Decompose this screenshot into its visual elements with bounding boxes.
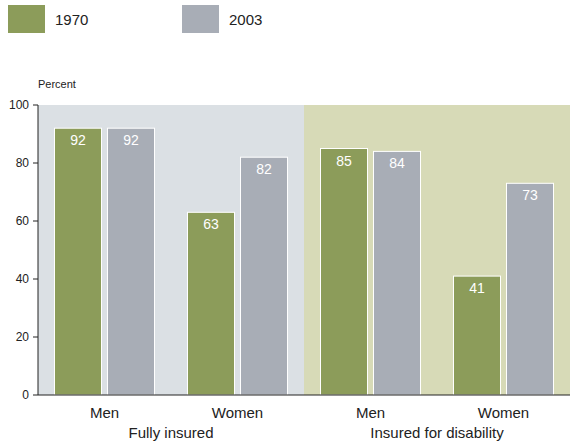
- legend-swatch: [8, 5, 45, 33]
- bar: [55, 128, 102, 395]
- chart: Fully insured Insured for disability 92 63 8…: [0, 0, 575, 445]
- group-label: Fully insured: [128, 424, 213, 441]
- data-label: 63: [203, 216, 219, 232]
- y-tick-label: 40: [16, 272, 30, 286]
- x-axis: [38, 395, 570, 396]
- y-axis-label: Percent: [38, 78, 76, 90]
- y-tick: [33, 279, 38, 280]
- legend-label: 1970: [55, 11, 88, 28]
- y-tick: [33, 221, 38, 222]
- bar: [108, 128, 155, 395]
- y-tick-label: 60: [16, 214, 30, 228]
- bars: [55, 128, 554, 395]
- data-label: 85: [336, 153, 352, 169]
- data-label: 41: [469, 280, 485, 296]
- group-background: [38, 105, 304, 395]
- data-label: 92: [123, 132, 139, 148]
- y-tick-label: 0: [22, 388, 29, 402]
- category-label: Women: [478, 404, 529, 421]
- category-label: Men: [356, 404, 385, 421]
- bar: [188, 212, 235, 395]
- data-label: 92: [70, 132, 86, 148]
- y-tick: [33, 395, 38, 396]
- y-tick-label: 100: [9, 98, 29, 112]
- bar: [241, 157, 288, 395]
- bar: [321, 149, 368, 396]
- y-tick-label: 20: [16, 330, 30, 344]
- category-label: Men: [90, 404, 119, 421]
- data-label: 82: [256, 161, 272, 177]
- y-axis: [38, 105, 39, 395]
- legend-swatch: [182, 5, 219, 33]
- group-background: [304, 105, 570, 395]
- group-label: Insured for disability: [370, 424, 504, 441]
- data-label: 73: [522, 187, 538, 203]
- y-tick: [33, 337, 38, 338]
- bar: [507, 183, 554, 395]
- category-label: Women: [212, 404, 263, 421]
- y-tick: [33, 105, 38, 106]
- data-label: 84: [389, 155, 405, 171]
- bar: [374, 151, 421, 395]
- y-tick-label: 80: [16, 156, 30, 170]
- y-tick: [33, 163, 38, 164]
- legend-label: 2003: [229, 11, 262, 28]
- bar: [454, 276, 501, 395]
